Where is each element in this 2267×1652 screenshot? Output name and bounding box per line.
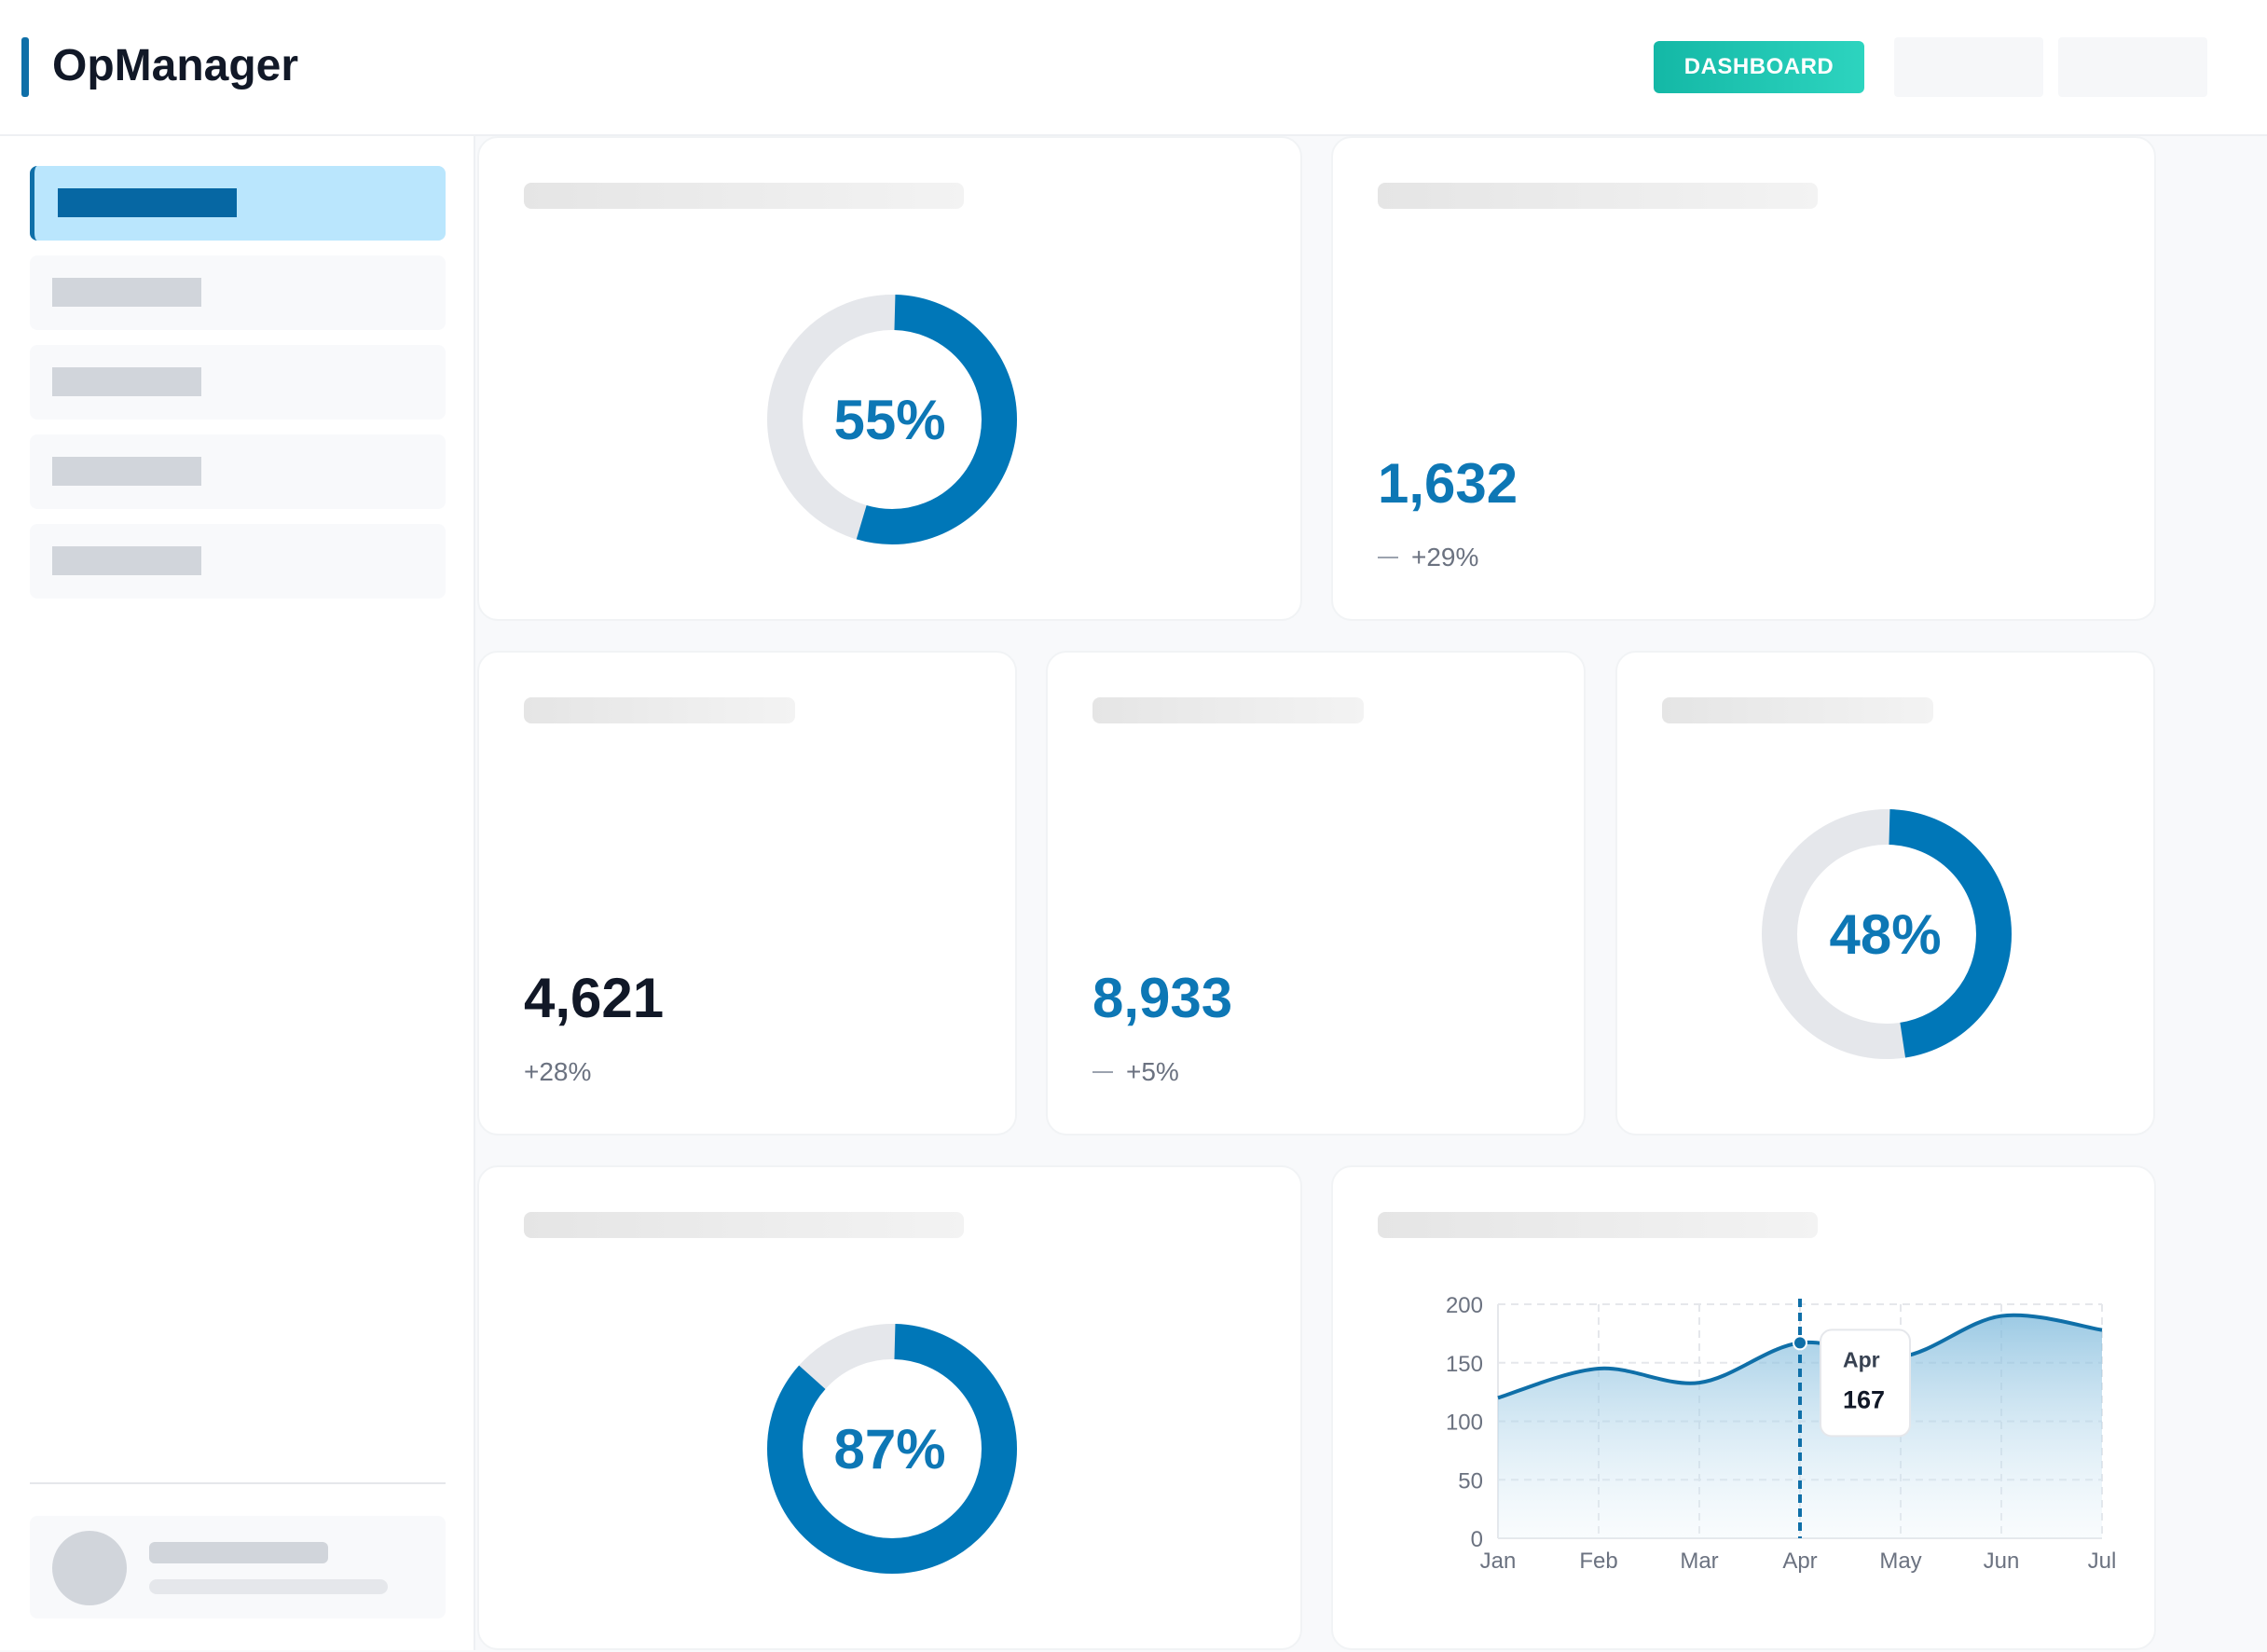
y-tick-label: 100	[1446, 1411, 1483, 1436]
user-name-placeholder	[149, 1542, 328, 1563]
x-tick-label: Jun	[1984, 1549, 2020, 1574]
metric-card-b: 4,621 +28%	[477, 651, 1017, 1136]
x-tick-label: Jan	[1480, 1549, 1517, 1574]
x-tick-label: Mar	[1680, 1549, 1718, 1574]
card-title-placeholder	[524, 697, 795, 723]
card-title-placeholder	[524, 1212, 964, 1238]
dash-icon	[1092, 1071, 1113, 1073]
sidebar-item-label-placeholder	[52, 278, 201, 307]
y-tick-label: 200	[1446, 1293, 1483, 1318]
metric-change: +5%	[1092, 1057, 1179, 1087]
header-placeholder-1[interactable]	[1894, 37, 2043, 97]
metric-card-c: 8,933 +5%	[1046, 651, 1586, 1136]
sidebar-item-5[interactable]	[30, 524, 446, 599]
brand-accent-bar	[21, 37, 29, 97]
user-subtitle-placeholder	[149, 1579, 388, 1594]
metric-value: 8,933	[1092, 967, 1233, 1029]
sidebar-item-label-placeholder	[52, 457, 201, 486]
avatar	[52, 1531, 127, 1605]
metric-change: +28%	[524, 1057, 591, 1087]
sidebar-item-2[interactable]	[30, 255, 446, 330]
metric-change-text: +29%	[1411, 543, 1479, 571]
tooltip-box	[1820, 1328, 1911, 1438]
donut-percent-label: 48%	[1829, 903, 1942, 966]
tooltip-point	[1793, 1335, 1807, 1351]
x-tick-label: Apr	[1782, 1549, 1817, 1574]
metric-value: 4,621	[524, 967, 665, 1029]
donut-value-arc	[767, 295, 1017, 544]
sidebar-item-4[interactable]	[30, 434, 446, 509]
sidebar-item-3[interactable]	[30, 345, 446, 420]
metric-change-text: +5%	[1126, 1057, 1179, 1086]
x-tick-label: Jul	[2088, 1549, 2117, 1574]
tooltip-label: Apr	[1843, 1347, 1880, 1371]
sidebar-divider	[30, 1482, 446, 1484]
metric-change-text: +28%	[524, 1057, 592, 1086]
app-title: OpManager	[52, 41, 299, 90]
donut-value-arc	[1762, 809, 2012, 1059]
area-chart-card: 0 50 100 150 200 Jan Feb Mar Apr May Jun Jul Apr 167	[1331, 1165, 2156, 1650]
y-tick-label: 0	[1471, 1527, 1483, 1552]
metric-change: +29%	[1378, 543, 1478, 572]
card-title-placeholder	[1378, 1212, 1818, 1238]
x-tick-label: May	[1879, 1549, 1921, 1574]
area-chart[interactable]: 0 50 100 150 200 Jan Feb Mar Apr May Jun Jul Apr 167	[1333, 1167, 2158, 1652]
dashboard-button[interactable]: DASHBOARD	[1654, 41, 1864, 93]
donut-chart-c	[767, 1324, 1017, 1574]
card-title-placeholder	[1662, 697, 1933, 723]
dash-icon	[1378, 557, 1398, 558]
header-placeholder-2[interactable]	[2058, 37, 2207, 97]
donut-chart-a	[767, 295, 1017, 544]
donut-percent-label: 55%	[833, 389, 946, 451]
x-tick-label: Feb	[1579, 1549, 1617, 1574]
donut-card-c: 87%	[477, 1165, 1302, 1650]
top-header: OpManager DASHBOARD	[0, 0, 2267, 136]
card-title-placeholder	[1092, 697, 1364, 723]
metric-value: 1,632	[1378, 452, 1518, 515]
donut-card-b: 48%	[1615, 651, 2155, 1136]
donut-card-a: 55%	[477, 136, 1302, 621]
metric-card-a: 1,632 +29%	[1331, 136, 2156, 621]
sidebar-item-label-placeholder	[52, 546, 201, 575]
y-tick-label: 150	[1446, 1352, 1483, 1377]
user-profile-card[interactable]	[30, 1516, 446, 1618]
donut-value-arc	[767, 1324, 1017, 1574]
sidebar-item-label-placeholder	[52, 367, 201, 396]
sidebar-item-label-placeholder	[58, 188, 237, 217]
sidebar-item-active[interactable]	[30, 166, 446, 241]
sidebar	[0, 136, 475, 1650]
tooltip-value: 167	[1843, 1385, 1885, 1413]
donut-percent-label: 87%	[833, 1418, 946, 1480]
y-tick-label: 50	[1458, 1468, 1483, 1494]
card-title-placeholder	[524, 183, 964, 209]
donut-chart-b	[1762, 809, 2012, 1059]
card-title-placeholder	[1378, 183, 1818, 209]
